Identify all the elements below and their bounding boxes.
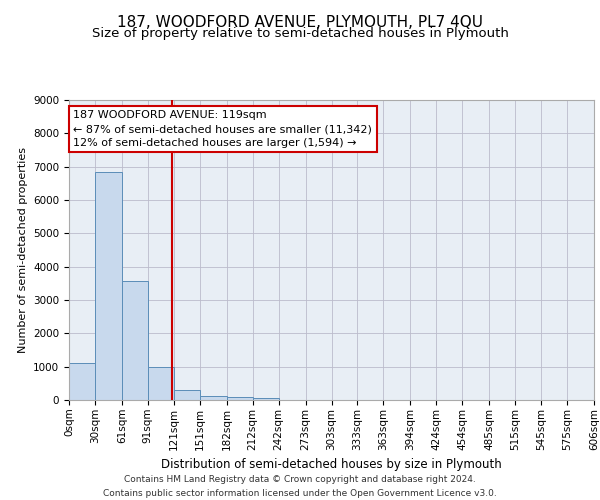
Bar bbox=[122, 282, 148, 400]
Bar bbox=[95, 172, 122, 400]
Text: 187, WOODFORD AVENUE, PLYMOUTH, PL7 4QU: 187, WOODFORD AVENUE, PLYMOUTH, PL7 4QU bbox=[117, 15, 483, 30]
Bar bbox=[200, 396, 227, 400]
Bar bbox=[69, 364, 95, 400]
Text: Contains HM Land Registry data © Crown copyright and database right 2024.
Contai: Contains HM Land Registry data © Crown c… bbox=[103, 476, 497, 498]
Text: 187 WOODFORD AVENUE: 119sqm
← 87% of semi-detached houses are smaller (11,342)
1: 187 WOODFORD AVENUE: 119sqm ← 87% of sem… bbox=[73, 110, 372, 148]
Bar bbox=[174, 390, 200, 400]
Bar bbox=[148, 366, 174, 400]
X-axis label: Distribution of semi-detached houses by size in Plymouth: Distribution of semi-detached houses by … bbox=[161, 458, 502, 471]
Bar bbox=[253, 398, 278, 400]
Text: Size of property relative to semi-detached houses in Plymouth: Size of property relative to semi-detach… bbox=[92, 28, 508, 40]
Y-axis label: Number of semi-detached properties: Number of semi-detached properties bbox=[17, 147, 28, 353]
Bar bbox=[227, 396, 253, 400]
